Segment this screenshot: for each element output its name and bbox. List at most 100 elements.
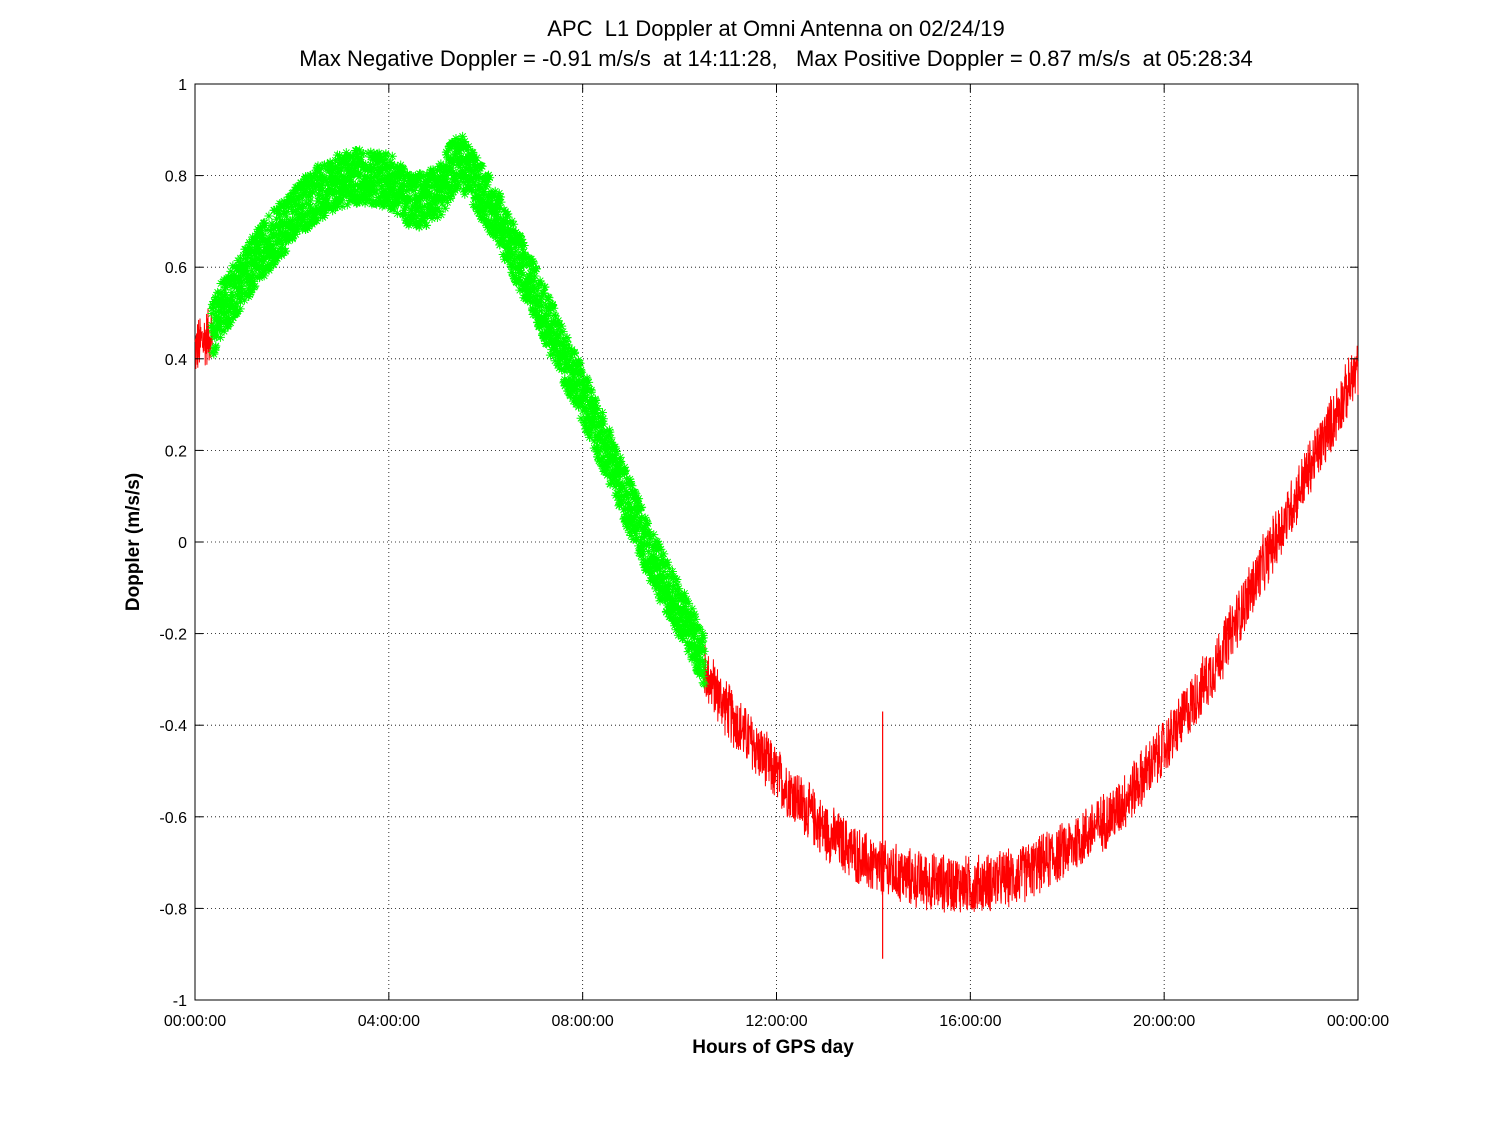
series-green-marker xyxy=(273,221,283,231)
series-green-marker xyxy=(652,574,662,584)
series-green-marker xyxy=(460,186,470,196)
series-green-marker xyxy=(258,236,268,246)
series-green-marker xyxy=(425,199,435,209)
series-green-marker xyxy=(420,185,430,195)
series-green-marker xyxy=(307,187,317,197)
series-green-marker xyxy=(217,325,227,335)
series-green-marker xyxy=(545,350,555,360)
series-green-marker xyxy=(211,341,221,351)
series-green-marker xyxy=(698,636,708,646)
series-green-marker xyxy=(598,419,608,429)
series-green-marker xyxy=(371,187,381,197)
series-green-marker xyxy=(238,289,248,299)
series-green-marker xyxy=(419,208,429,218)
series-green-marker xyxy=(614,495,624,505)
series-green-marker xyxy=(259,271,269,281)
series-green-marker xyxy=(526,277,536,287)
series-green-marker xyxy=(554,358,564,368)
y-tick-label: -0.8 xyxy=(159,901,187,918)
series-green-marker xyxy=(404,220,414,230)
x-tick-label: 00:00:00 xyxy=(164,1013,226,1030)
series-green-marker xyxy=(548,342,558,352)
series-green-marker xyxy=(633,496,643,506)
series-green-marker xyxy=(249,250,259,260)
series-green-marker xyxy=(292,205,302,215)
series-green-marker xyxy=(356,157,366,167)
series-green-marker xyxy=(423,178,433,188)
series-green-marker xyxy=(345,163,355,173)
series-green-marker xyxy=(642,562,652,572)
series-green-marker xyxy=(603,449,613,459)
series-green-marker xyxy=(517,234,527,244)
series-green-marker xyxy=(589,419,599,429)
series-green-marker xyxy=(579,391,589,401)
series-green-marker xyxy=(490,231,500,241)
series-green-marker xyxy=(246,245,256,255)
series-green-marker xyxy=(532,286,542,296)
series-green-marker xyxy=(601,465,611,475)
series-green-marker xyxy=(490,186,500,196)
series-green-marker xyxy=(432,213,442,223)
series-green-marker xyxy=(404,184,414,194)
series-green-marker xyxy=(638,555,648,565)
series-green-marker xyxy=(451,149,461,159)
series-green-marker xyxy=(327,190,337,200)
series-green-marker xyxy=(560,366,570,376)
series-green-marker xyxy=(553,325,563,335)
series-green-marker xyxy=(274,223,284,233)
series-green-marker xyxy=(303,210,313,220)
series-green-marker xyxy=(443,193,453,203)
series-green-marker xyxy=(662,572,672,582)
series-green-marker xyxy=(474,190,484,200)
series-green-marker xyxy=(279,208,289,218)
series-green-marker xyxy=(474,166,484,176)
series-green-marker xyxy=(440,183,450,193)
series-green-marker xyxy=(425,188,435,198)
series-green-marker xyxy=(670,596,680,606)
series-green-marker xyxy=(384,197,394,207)
series-green-marker xyxy=(355,145,365,155)
series-green-marker xyxy=(661,606,671,616)
series-green-marker xyxy=(372,199,382,209)
series-green-marker xyxy=(392,209,402,219)
series-green-marker xyxy=(496,192,506,202)
series-green-marker xyxy=(283,236,293,246)
series-green-marker xyxy=(617,492,627,502)
y-tick-label: -0.2 xyxy=(159,627,187,644)
series-green-marker xyxy=(534,279,544,289)
series-green-marker xyxy=(362,178,372,188)
series-green-marker xyxy=(667,566,677,576)
series-green-marker xyxy=(695,624,705,634)
series-green-marker xyxy=(316,163,326,173)
series-green-marker xyxy=(665,601,675,611)
series-green-marker xyxy=(584,432,594,442)
series-green-marker xyxy=(639,549,649,559)
series-green-marker xyxy=(399,205,409,215)
series-green-marker xyxy=(456,152,466,162)
series-green-marker xyxy=(443,146,453,156)
series-green-marker xyxy=(448,167,458,177)
series-green-marker xyxy=(214,313,224,323)
series-green-marker xyxy=(393,196,403,206)
series-green-marker xyxy=(466,164,476,174)
series-green-marker xyxy=(230,270,240,280)
series-green-marker xyxy=(610,442,620,452)
series-green-marker xyxy=(618,495,628,505)
series-green-marker xyxy=(339,171,349,181)
series-green-marker xyxy=(576,365,586,375)
series-green-marker xyxy=(381,155,391,165)
series-green-marker xyxy=(626,511,636,521)
series-green-marker xyxy=(301,177,311,187)
series-green-marker xyxy=(291,229,301,239)
series-green-marker xyxy=(678,591,688,601)
series-green-marker xyxy=(219,326,229,336)
series-green-marker xyxy=(433,203,443,213)
series-green-marker xyxy=(447,190,457,200)
series-green-marker xyxy=(659,571,669,581)
series-green-marker xyxy=(691,614,701,624)
series-green-marker xyxy=(228,296,238,306)
series-green-marker xyxy=(647,567,657,577)
series-green-marker xyxy=(549,318,559,328)
series-green-marker xyxy=(315,191,325,201)
series-green-marker xyxy=(315,167,325,177)
